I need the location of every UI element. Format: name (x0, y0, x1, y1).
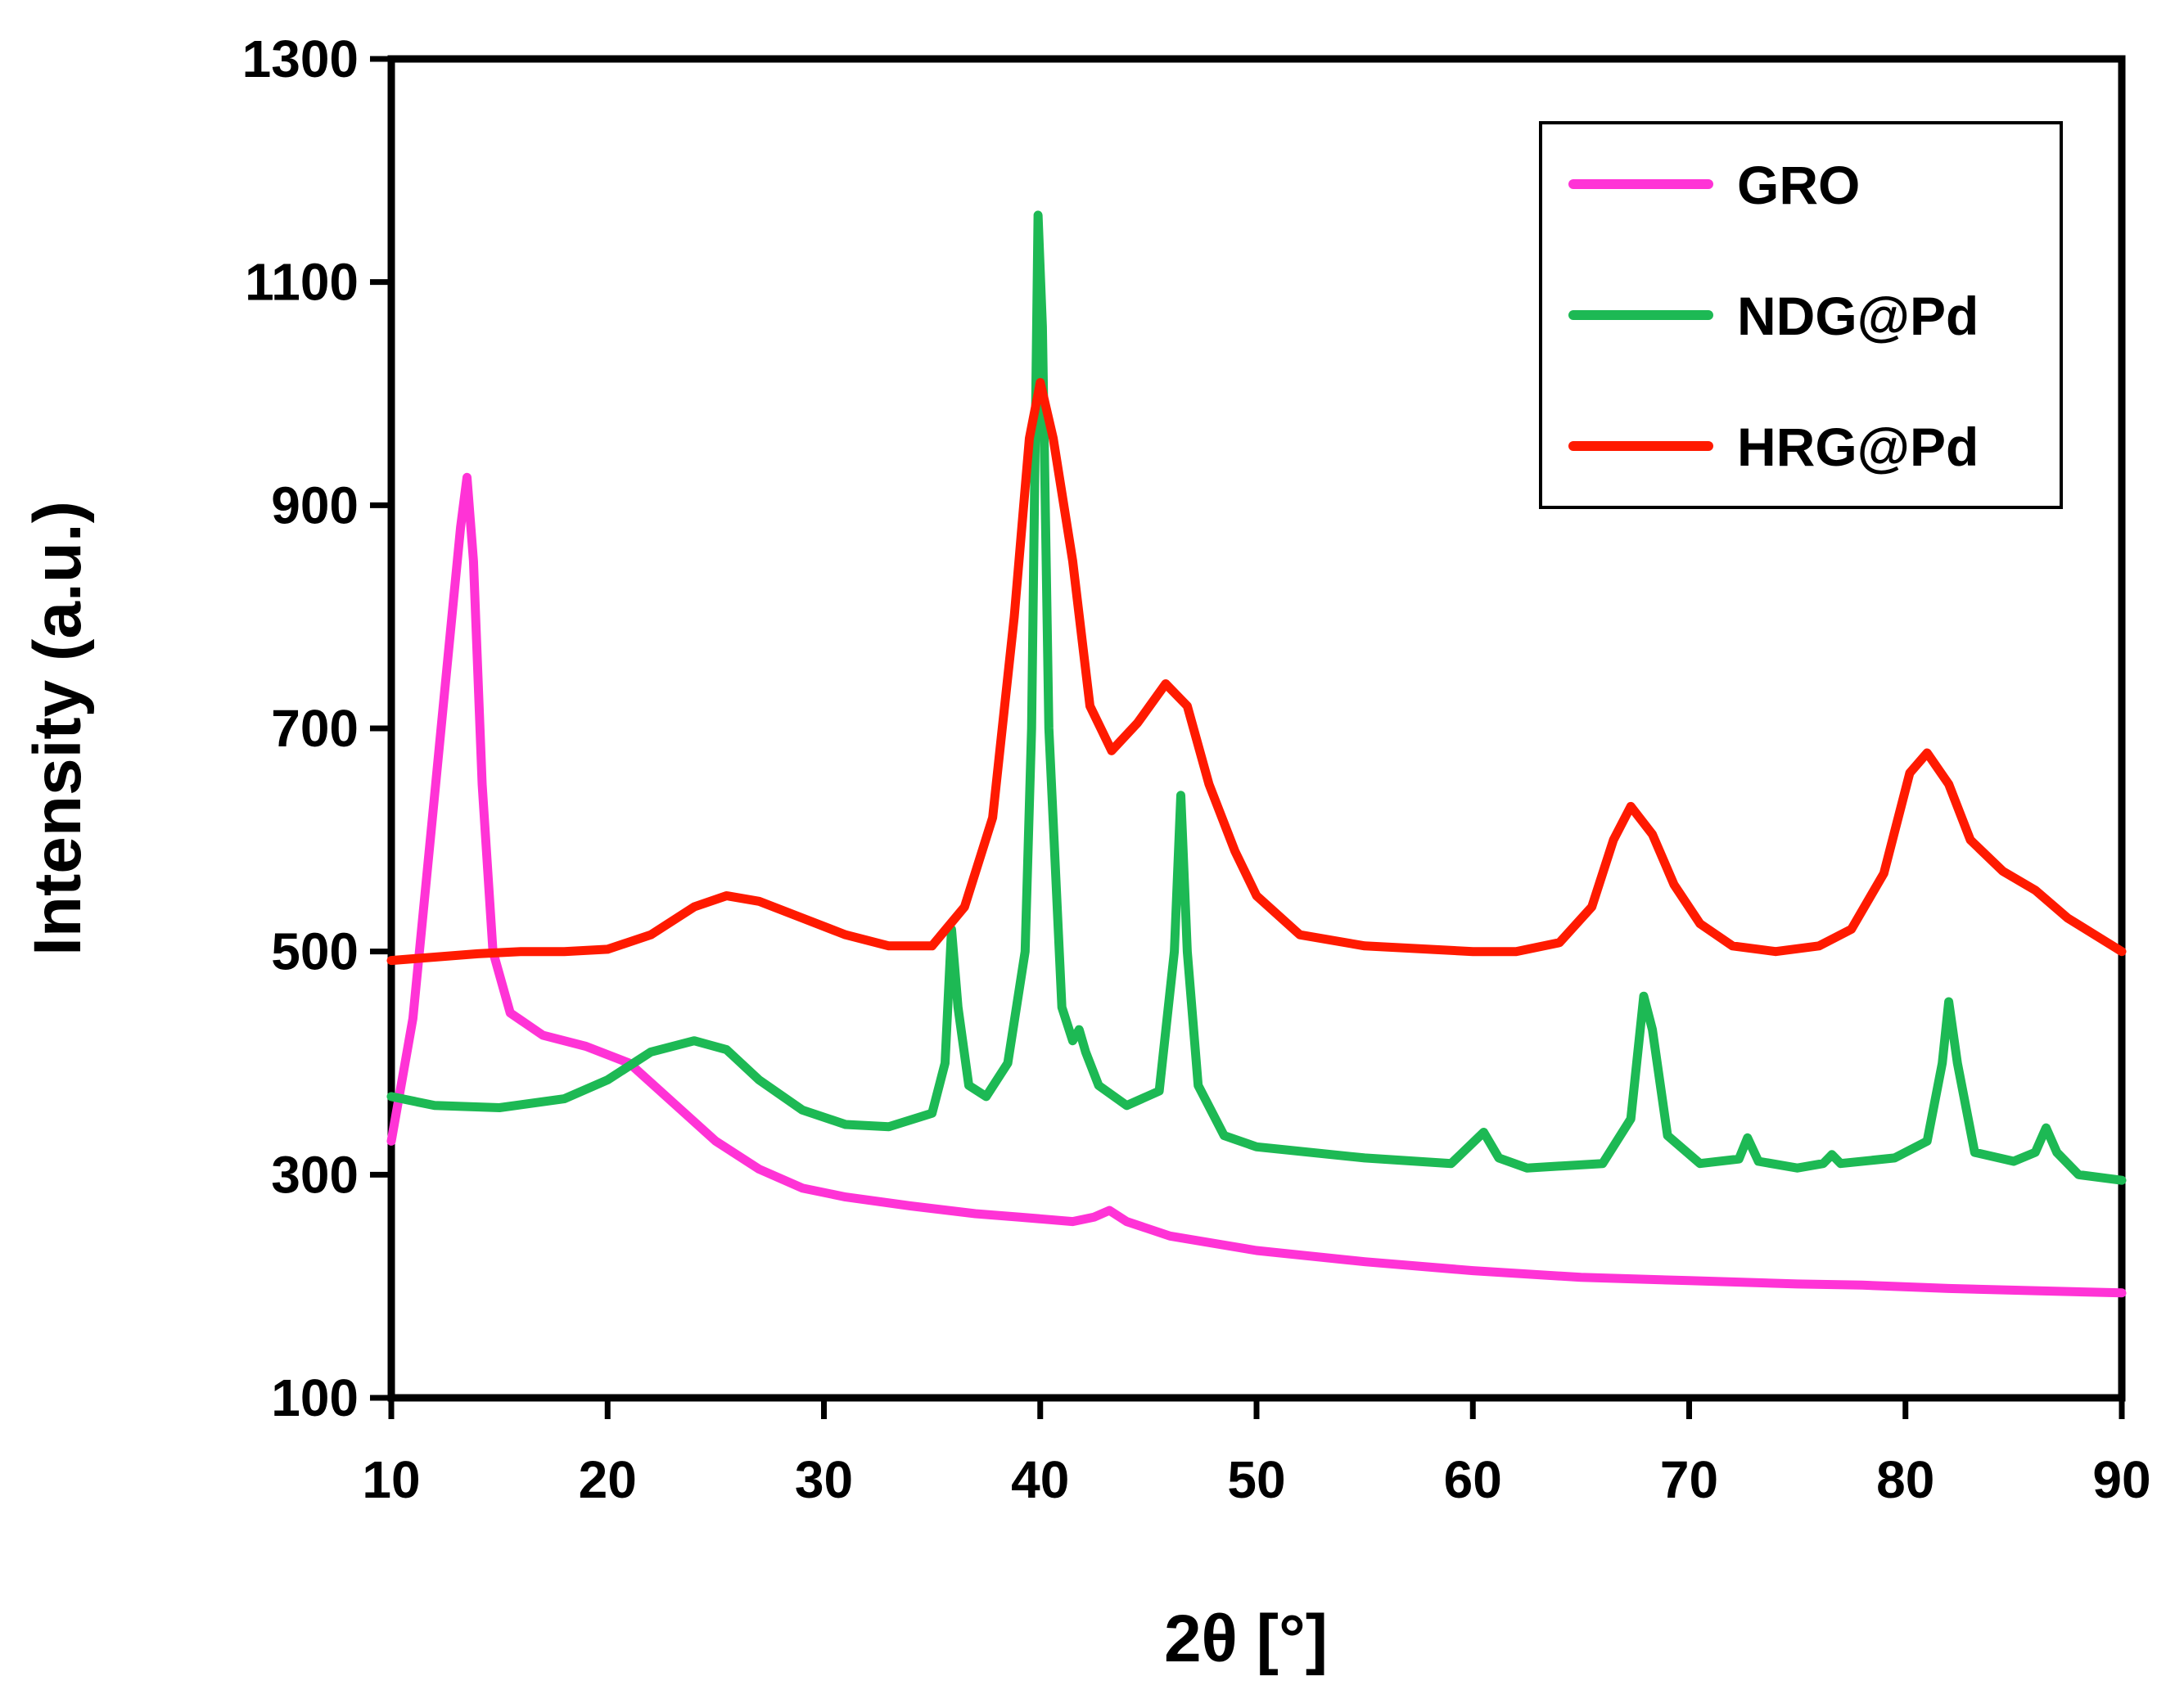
x-tick-label: 90 (2092, 1450, 2150, 1509)
y-axis: 100 300 500 700 900 1100 1300 (242, 29, 391, 1427)
legend: GRO NDG@Pd HRG@Pd (1539, 121, 2063, 509)
legend-label-gro: GRO (1737, 155, 1860, 215)
y-axis-title: Intensity (a.u.) (20, 501, 95, 956)
series-line-ndg-pd (386, 210, 2127, 1185)
y-tick-label: 900 (271, 475, 359, 534)
y-tick-label: 500 (271, 922, 359, 981)
y-tick-label: 700 (271, 699, 359, 758)
legend-label-hrg-pd: HRG@Pd (1737, 417, 1979, 477)
y-tick-label: 300 (271, 1145, 359, 1204)
x-axis: 10 20 30 40 50 60 70 80 90 (362, 1398, 2151, 1509)
x-tick-label: 70 (1660, 1450, 1718, 1509)
x-tick-label: 60 (1444, 1450, 1502, 1509)
x-axis-title: 2θ [°] (1164, 1602, 1328, 1676)
x-tick-label: 50 (1227, 1450, 1285, 1509)
series-line-gro (386, 472, 2127, 1298)
x-tick-label: 20 (579, 1450, 637, 1509)
series-lines (386, 210, 2127, 1298)
y-tick-label: 100 (271, 1368, 359, 1427)
x-tick-label: 30 (795, 1450, 853, 1509)
x-tick-label: 80 (1876, 1450, 1934, 1509)
series-line-hrg-pd (386, 377, 2127, 966)
y-tick-label: 1100 (245, 253, 359, 312)
y-tick-label: 1300 (242, 29, 359, 88)
x-tick-label: 10 (362, 1450, 420, 1509)
legend-label-ndg-pd: NDG@Pd (1737, 286, 1979, 346)
x-tick-label: 40 (1011, 1450, 1069, 1509)
